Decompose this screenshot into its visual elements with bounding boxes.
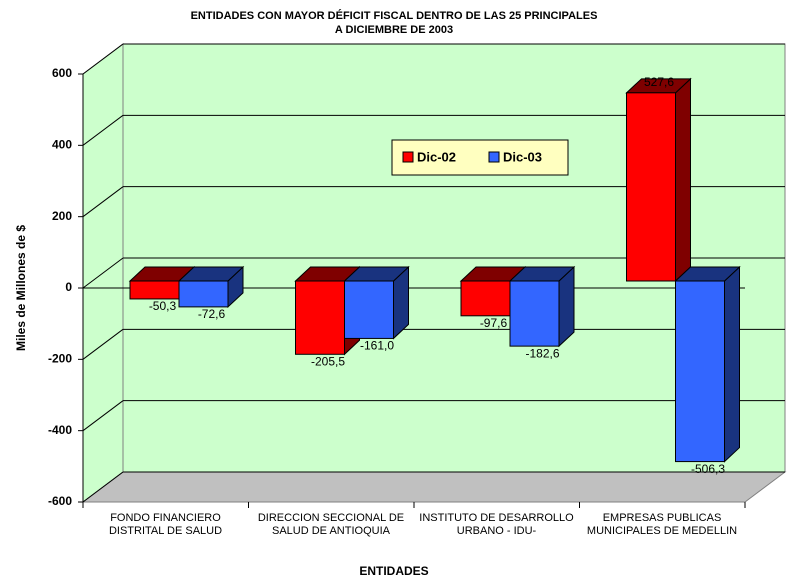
x-tick-label: DIRECCION SECCIONAL DE SALUD DE ANTIOQUI… [257, 512, 405, 537]
y-tick-label: -400 [48, 423, 72, 437]
data-label: -205,5 [311, 354, 345, 368]
floor [81, 471, 787, 503]
legend [391, 139, 569, 176]
x-tick-label: EMPRESAS PUBLICAS MUNICIPALES DE MEDELLI… [586, 512, 738, 537]
bar-side [675, 77, 691, 283]
y-tick-label: -600 [48, 494, 72, 508]
bar [295, 280, 345, 355]
grid-line [82, 328, 124, 360]
y-tick-label: 400 [52, 138, 72, 152]
data-label: 527,6 [644, 75, 674, 89]
y-tick-label: 200 [52, 209, 72, 223]
data-label: -506,3 [691, 462, 725, 476]
data-label: -50,3 [149, 299, 177, 313]
y-tick-label: 600 [52, 66, 72, 80]
data-label: -161,0 [360, 339, 394, 353]
grid-line [82, 471, 124, 503]
chart-title: ENTIDADES CON MAYOR DÉFICIT FISCAL DENTR… [191, 9, 598, 22]
legend-swatch [488, 151, 500, 163]
data-label: -97,6 [480, 316, 508, 330]
grid-line [82, 43, 124, 75]
grid-line [82, 400, 124, 432]
y-axis-title: Miles de Millones de $ [14, 225, 28, 351]
data-label: -182,6 [525, 346, 559, 360]
bars [128, 77, 741, 463]
bar [344, 280, 394, 339]
grid [78, 43, 785, 508]
legend-label: Dic-03 [503, 149, 542, 164]
x-tick-label: INSTITUTO DE DESARROLLO URBANO - IDU- [419, 512, 574, 537]
chart-subtitle: A DICIEMBRE DE 2003 [335, 24, 453, 36]
grid-line [82, 257, 124, 289]
x-axis-title: ENTIDADES [359, 564, 428, 578]
x-tick-label: FONDO FINANCIERO DISTRITAL DE SALUD [108, 512, 223, 537]
bar [509, 280, 560, 347]
grid-line [82, 186, 124, 218]
legend-label: Dic-02 [417, 149, 456, 164]
bar [129, 280, 180, 300]
bar [460, 280, 511, 317]
legend-swatch [402, 151, 414, 163]
grid-line [82, 114, 124, 146]
y-tick-label: 0 [65, 280, 72, 294]
bar-side [724, 265, 740, 463]
bar [178, 280, 229, 308]
y-tick-label: -200 [48, 352, 72, 366]
bar [675, 280, 725, 463]
bar [626, 92, 676, 282]
data-label: -72,6 [198, 307, 226, 321]
